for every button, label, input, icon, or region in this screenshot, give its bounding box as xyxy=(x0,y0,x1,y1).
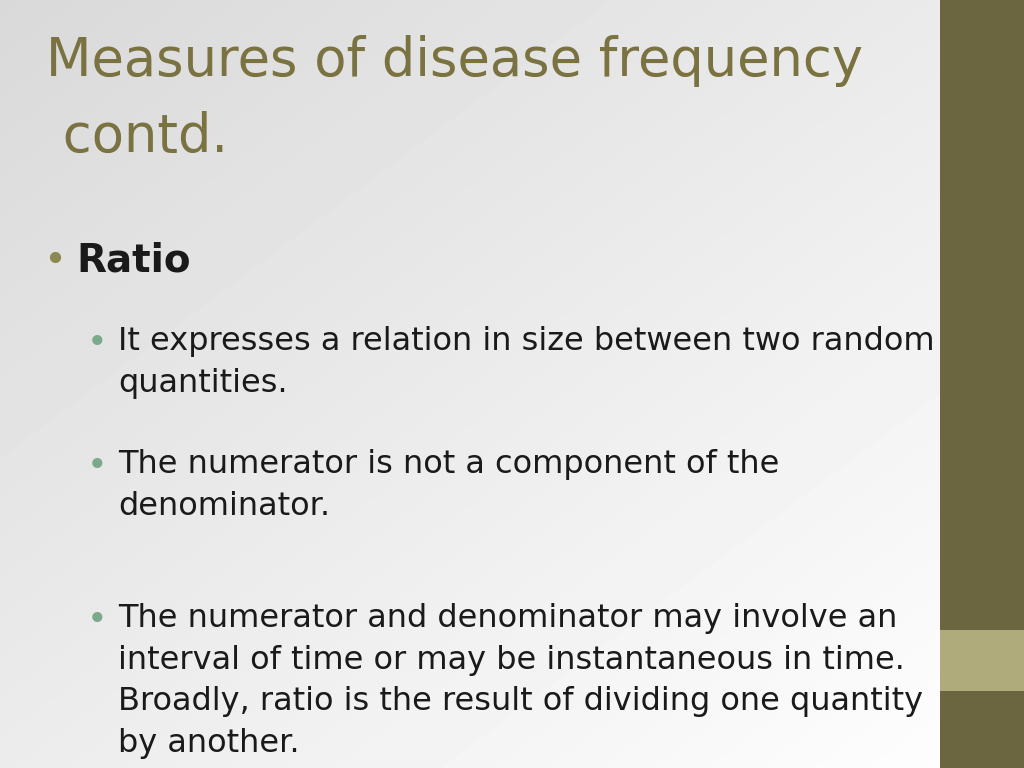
Text: contd.: contd. xyxy=(46,111,228,164)
Text: The numerator and denominator may involve an
interval of time or may be instanta: The numerator and denominator may involv… xyxy=(118,603,923,760)
Text: •: • xyxy=(87,326,108,360)
Text: •: • xyxy=(87,603,108,637)
Text: •: • xyxy=(87,449,108,483)
Text: Ratio: Ratio xyxy=(77,242,191,280)
Text: •: • xyxy=(43,242,66,280)
Text: Measures of disease frequency: Measures of disease frequency xyxy=(46,35,863,87)
Text: It expresses a relation in size between two random
quantities.: It expresses a relation in size between … xyxy=(118,326,934,399)
Text: The numerator is not a component of the
denominator.: The numerator is not a component of the … xyxy=(118,449,779,522)
